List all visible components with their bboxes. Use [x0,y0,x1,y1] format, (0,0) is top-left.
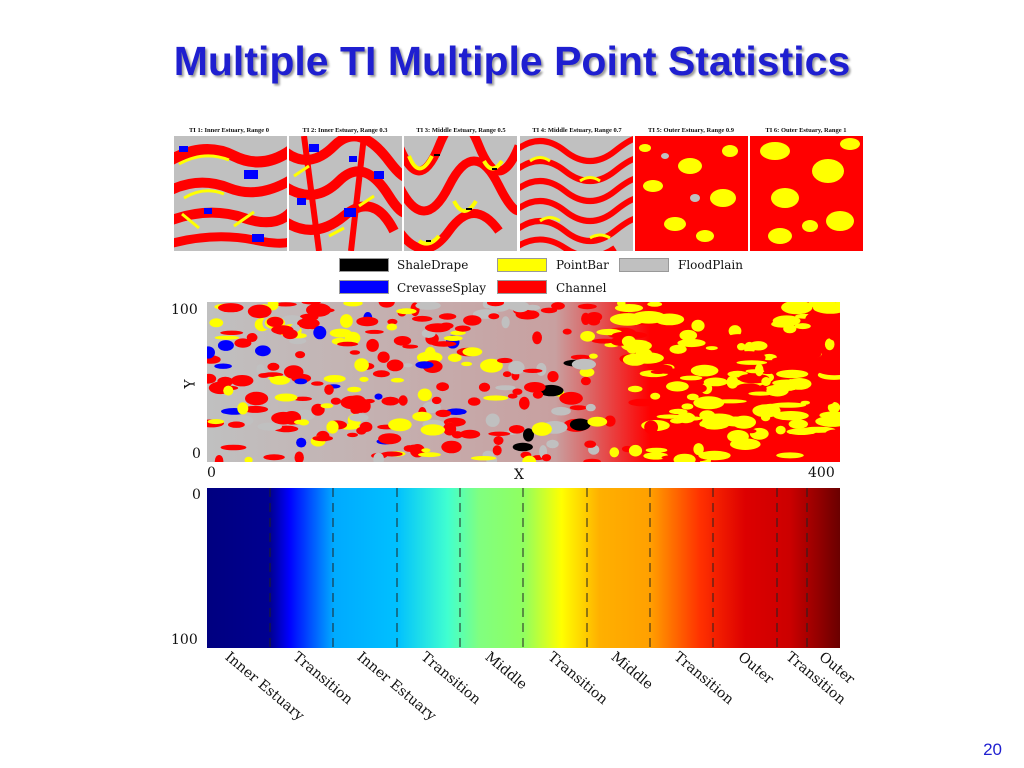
legend-label-shaledrape: ShaleDrape [397,258,469,272]
zone-label-9: Outer [734,649,777,688]
zone-label-4: Transition [417,649,484,708]
sim-x-min-label: 0 [207,465,216,481]
legend-swatch-shaledrape [339,258,389,272]
legend-swatch-crevassesplay [339,280,389,294]
ti-6-title: TI 6: Outer Estuary, Range 1 [765,127,847,134]
legend-label-pointbar: PointBar [556,258,609,272]
page-number: 20 [983,740,1002,759]
ti-4-title: TI 4: Middle Estuary, Range 0.7 [532,127,622,134]
grad-bottom-label: 100 [171,632,198,648]
legend-label-channel: Channel [556,281,607,295]
sim-y-min-label: 0 [192,446,201,462]
slide-title: Multiple TI Multiple Point Statistics [173,38,851,84]
ti-1-title: TI 1: Inner Estuary, Range 0 [188,127,270,134]
ti-2-image [289,136,402,251]
grad-top-label: 0 [192,487,201,503]
ti-3-title: TI 3: Middle Estuary, Range 0.5 [416,127,506,134]
zone-label-7: Middle [607,649,656,694]
zone-label-2: Transition [289,649,356,708]
ti-4-image [520,136,633,251]
legend-swatch-channel [497,280,547,294]
ti-3-image [404,136,517,251]
ti-2-title: TI 2: Inner Estuary, Range 0.3 [302,127,388,134]
zone-label-6: Transition [544,649,611,708]
ti-1-image [174,136,287,251]
zone-label-5: Middle [481,649,530,694]
ti-5-image [635,136,748,251]
ti-5-title: TI 5: Outer Estuary, Range 0.9 [647,127,734,134]
sim-y-axis-label: Y [182,379,199,389]
sim-x-max-label: 400 [808,465,835,481]
simulation-map [207,302,840,462]
sim-y-max-label: 100 [171,302,198,318]
legend-label-floodplain: FloodPlain [678,258,743,272]
sim-x-axis-label: X [514,467,524,483]
ti-6-image [750,136,863,251]
zone-label-8: Transition [670,649,737,708]
zone-gradient [207,488,840,648]
legend-swatch-floodplain [619,258,669,272]
legend-label-crevassesplay: CrevasseSplay [397,281,487,295]
legend-swatch-pointbar [497,258,547,272]
